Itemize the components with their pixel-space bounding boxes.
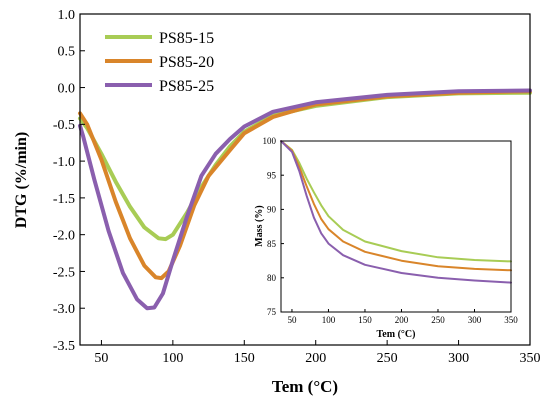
x-tick-label: 200 xyxy=(305,351,326,366)
x-tick-label: 350 xyxy=(520,351,541,366)
inset-axis-ticks: 50 100 150 200 250 300 350 75 80 85 90 95 100 xyxy=(263,136,519,325)
y-tick-label: 80 xyxy=(267,273,277,283)
x-tick-label: 100 xyxy=(322,315,336,325)
x-tick-label: 250 xyxy=(431,315,445,325)
x-tick-label: 200 xyxy=(395,315,409,325)
x-tick-label: 350 xyxy=(504,315,518,325)
y-tick-label: 0.0 xyxy=(58,81,76,96)
y-tick-label: 75 xyxy=(267,307,277,317)
inset-background xyxy=(281,141,511,312)
series-line-ps85-25 xyxy=(78,88,532,311)
inset-series-group xyxy=(280,140,512,284)
main-axis-ticks: 50 100 150 200 250 300 350 -3.5 -3.0 -2.5 -2.0 -1.5… xyxy=(53,8,541,366)
y-tick-label: 85 xyxy=(267,239,277,249)
x-tick-label: 100 xyxy=(162,351,183,366)
series-line-ps85-20 xyxy=(280,140,512,272)
series-line-ps85-20 xyxy=(78,89,532,281)
inset-plot-frame xyxy=(280,140,512,313)
x-tick-label: 150 xyxy=(234,351,255,366)
inset-y-axis-label: Mass (%) xyxy=(254,205,265,246)
y-tick-label: 100 xyxy=(263,136,277,146)
y-tick-label: 90 xyxy=(267,205,277,215)
series-line-ps85-15 xyxy=(280,140,512,263)
x-tick-label: 300 xyxy=(448,351,469,366)
legend-label: PS85-25 xyxy=(159,78,214,95)
legend-label: PS85-15 xyxy=(159,30,214,47)
y-tick-label: -3.5 xyxy=(53,339,75,354)
main-plot-frame xyxy=(79,13,531,346)
main-x-axis-label: Tem (°C) xyxy=(272,377,338,396)
y-tick-label: -1.0 xyxy=(53,155,75,170)
y-tick-label: 0.5 xyxy=(58,45,76,60)
y-tick-label: 95 xyxy=(267,170,277,180)
main-series-group xyxy=(78,88,532,311)
inset-x-axis-label: Tem (°C) xyxy=(377,329,416,340)
y-tick-label: -2.0 xyxy=(53,229,75,244)
x-tick-label: 50 xyxy=(287,315,297,325)
mass-inset-plot: 50 100 150 200 250 300 350 75 80 85 90 95 100 Tem (°… xyxy=(254,136,518,340)
x-tick-label: 250 xyxy=(377,351,398,366)
y-tick-label: 1.0 xyxy=(58,8,76,23)
y-tick-label: -1.5 xyxy=(53,192,75,207)
y-tick-label: -3.0 xyxy=(53,302,75,317)
y-tick-label: -0.5 xyxy=(53,118,75,133)
x-tick-label: 150 xyxy=(358,315,372,325)
x-tick-label: 300 xyxy=(468,315,482,325)
dtg-main-plot: 50 100 150 200 250 300 350 -3.5 -3.0 -2.5 -2.0 -1.5… xyxy=(13,8,541,396)
main-y-axis-label: DTG (%/min) xyxy=(13,132,30,228)
main-legend: PS85-15 PS85-20 PS85-25 xyxy=(105,30,214,95)
legend-label: PS85-20 xyxy=(159,54,214,71)
series-line-ps85-25 xyxy=(280,140,512,284)
y-tick-label: -2.5 xyxy=(53,265,75,280)
x-tick-label: 50 xyxy=(94,351,108,366)
